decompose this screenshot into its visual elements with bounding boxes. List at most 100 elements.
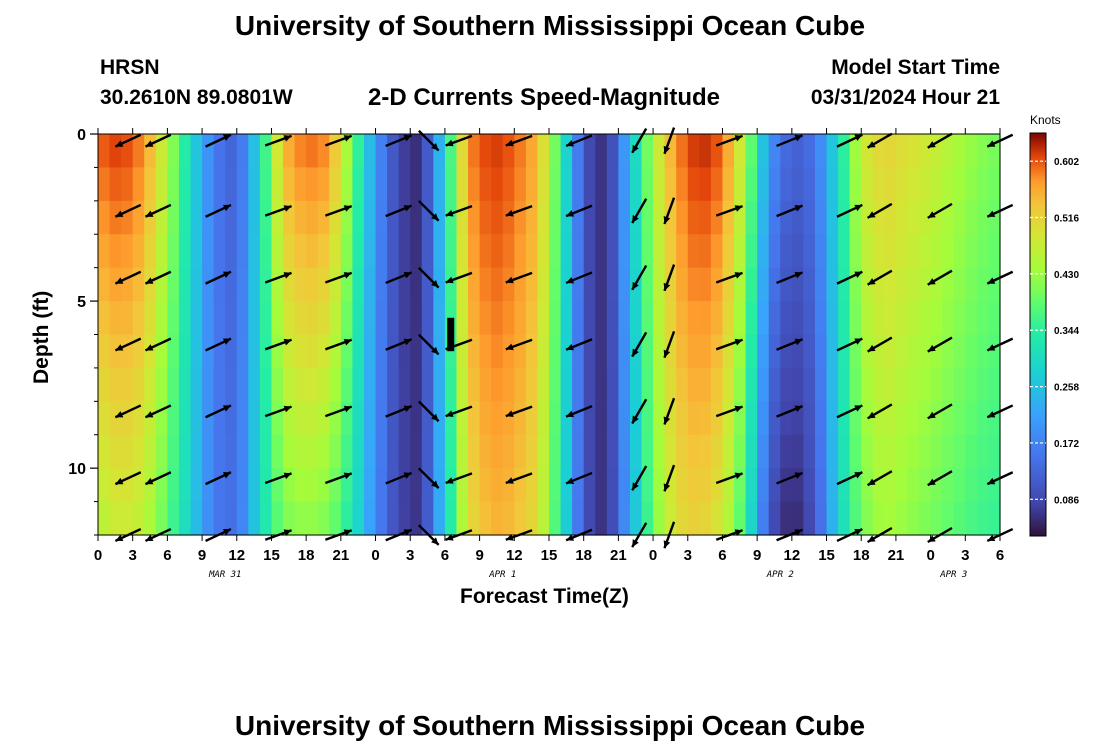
heatmap-cell xyxy=(583,401,596,436)
current-vector-head xyxy=(632,415,639,424)
current-vector-head xyxy=(867,344,876,352)
heatmap-cell xyxy=(144,334,157,369)
current-vector-head xyxy=(663,540,671,549)
heatmap-cell xyxy=(444,267,458,302)
current-vector-head xyxy=(987,277,996,284)
heatmap-cell xyxy=(780,401,793,436)
x-tick-label: 6 xyxy=(441,547,449,564)
heatmap-cell xyxy=(549,234,562,269)
heatmap-cell xyxy=(375,501,388,536)
heatmap-cell xyxy=(919,167,932,202)
heatmap-cell xyxy=(132,501,145,536)
heatmap-cell xyxy=(768,434,781,469)
heatmap-cell xyxy=(167,367,180,402)
heatmap-cell xyxy=(942,334,955,369)
heatmap-cell xyxy=(236,267,249,302)
heatmap-cell xyxy=(248,401,261,436)
heatmap-cell xyxy=(595,301,608,336)
heatmap-cell xyxy=(444,468,458,503)
heatmap-cell xyxy=(595,434,608,469)
heatmap-cell xyxy=(491,167,504,202)
current-vector-head xyxy=(987,411,996,418)
heatmap-cell xyxy=(306,367,319,402)
heatmap-cell xyxy=(502,468,515,503)
current-vector-head xyxy=(987,534,996,542)
heatmap-cell xyxy=(722,501,735,536)
heatmap-cell xyxy=(803,367,816,402)
heatmap-cell xyxy=(491,501,504,536)
heatmap-cell xyxy=(965,501,978,536)
heatmap-cell xyxy=(98,134,111,169)
x-tick-label: 15 xyxy=(541,547,558,564)
heatmap-cell xyxy=(930,234,943,269)
heatmap-cell xyxy=(537,434,550,469)
heatmap-cell xyxy=(838,167,851,202)
current-vector-head xyxy=(431,413,439,422)
heatmap-cell xyxy=(768,134,781,169)
heatmap-cell xyxy=(745,267,758,302)
current-vector-head xyxy=(854,271,863,278)
current-vector-head xyxy=(794,134,803,142)
heatmap-cell xyxy=(919,234,932,269)
heatmap-cell xyxy=(514,367,527,402)
heatmap-cell xyxy=(502,301,515,336)
heatmap-cell xyxy=(618,134,631,169)
current-vector-head xyxy=(854,405,863,412)
heatmap-cell xyxy=(259,367,273,402)
current-vector-head xyxy=(867,211,876,218)
heatmap-cell xyxy=(121,401,134,436)
x-tick-label: 18 xyxy=(298,547,315,564)
heatmap-cell xyxy=(433,367,446,402)
heatmap-cell xyxy=(248,200,261,235)
heatmap-cell xyxy=(306,301,319,336)
heatmap-cell xyxy=(791,167,805,202)
heatmap-cell xyxy=(560,234,573,269)
heatmap-cell xyxy=(468,401,481,436)
current-vector-head xyxy=(115,411,124,418)
heatmap-cell xyxy=(953,134,966,169)
heatmap-cell xyxy=(340,167,354,202)
heatmap-cell xyxy=(387,134,400,169)
heatmap-cell xyxy=(895,200,909,235)
heatmap-cell xyxy=(444,367,458,402)
heatmap-cell xyxy=(549,200,562,235)
heatmap-cell xyxy=(872,267,885,302)
heatmap-cell xyxy=(306,334,319,369)
heatmap-cell xyxy=(930,367,943,402)
heatmap-cell xyxy=(895,301,909,336)
heatmap-cell xyxy=(537,134,550,169)
heatmap-cell xyxy=(895,367,909,402)
heatmap-cell xyxy=(791,434,805,469)
heatmap-cell xyxy=(167,401,180,436)
heatmap-cell xyxy=(976,468,990,503)
heatmap-cell xyxy=(317,234,330,269)
heatmap-cell xyxy=(375,134,388,169)
heatmap-cell xyxy=(178,367,192,402)
heatmap-cell xyxy=(884,401,897,436)
heatmap-cell xyxy=(629,434,643,469)
heatmap-cell xyxy=(502,367,515,402)
heatmap-cell xyxy=(294,200,307,235)
heatmap-cell xyxy=(803,301,816,336)
x-tick-label: 9 xyxy=(198,547,206,564)
current-vector-head xyxy=(867,278,876,285)
heatmap-cell xyxy=(271,468,284,503)
heatmap-cell xyxy=(826,468,839,503)
heatmap-cell xyxy=(664,167,677,202)
heatmap-cell xyxy=(641,434,654,469)
heatmap-cell xyxy=(468,200,481,235)
heatmap-cell xyxy=(514,334,527,369)
heatmap-cell xyxy=(583,134,596,169)
heatmap-cell xyxy=(930,301,943,336)
heatmap-cell xyxy=(109,167,122,202)
current-vector-head xyxy=(431,346,439,355)
heatmap-cell xyxy=(664,468,677,503)
current-vector-head xyxy=(663,216,671,225)
heatmap-cell xyxy=(178,434,192,469)
heatmap-cell xyxy=(629,367,643,402)
heatmap-cell xyxy=(456,468,469,503)
heatmap-cell xyxy=(468,234,481,269)
heatmap-cell xyxy=(988,334,1001,369)
heatmap-cell xyxy=(953,401,966,436)
heatmap-cell xyxy=(456,234,469,269)
